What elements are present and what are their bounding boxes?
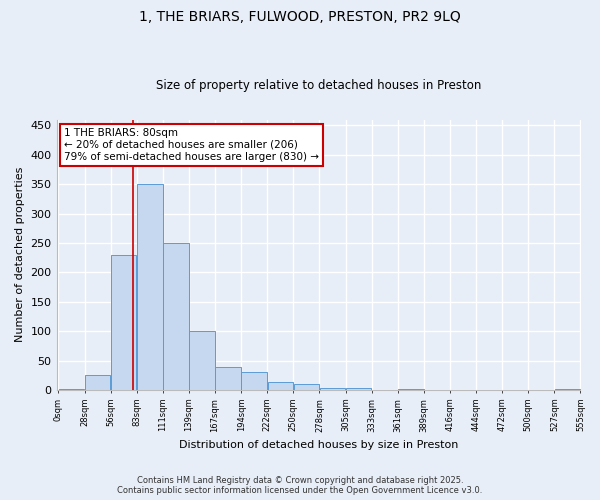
Bar (59, 389, 84, 390)
Text: Contains HM Land Registry data © Crown copyright and database right 2025.
Contai: Contains HM Land Registry data © Crown c… (118, 476, 482, 495)
Y-axis label: Number of detached properties: Number of detached properties (15, 167, 25, 342)
Bar (215, 366, 241, 390)
Bar (137, 184, 163, 390)
Title: Size of property relative to detached houses in Preston: Size of property relative to detached ho… (156, 79, 481, 92)
Bar (293, 384, 319, 390)
Bar (85, 376, 110, 390)
Bar (320, 388, 345, 390)
Bar (398, 389, 424, 390)
Bar (111, 255, 136, 390)
Bar (189, 331, 215, 390)
Bar (241, 372, 267, 390)
X-axis label: Distribution of detached houses by size in Preston: Distribution of detached houses by size … (179, 440, 458, 450)
Bar (163, 243, 188, 390)
Text: 1 THE BRIARS: 80sqm
← 20% of detached houses are smaller (206)
79% of semi-detac: 1 THE BRIARS: 80sqm ← 20% of detached ho… (64, 128, 319, 162)
Bar (268, 382, 293, 390)
Text: 1, THE BRIARS, FULWOOD, PRESTON, PR2 9LQ: 1, THE BRIARS, FULWOOD, PRESTON, PR2 9LQ (139, 10, 461, 24)
Bar (346, 388, 371, 390)
Bar (554, 389, 580, 390)
